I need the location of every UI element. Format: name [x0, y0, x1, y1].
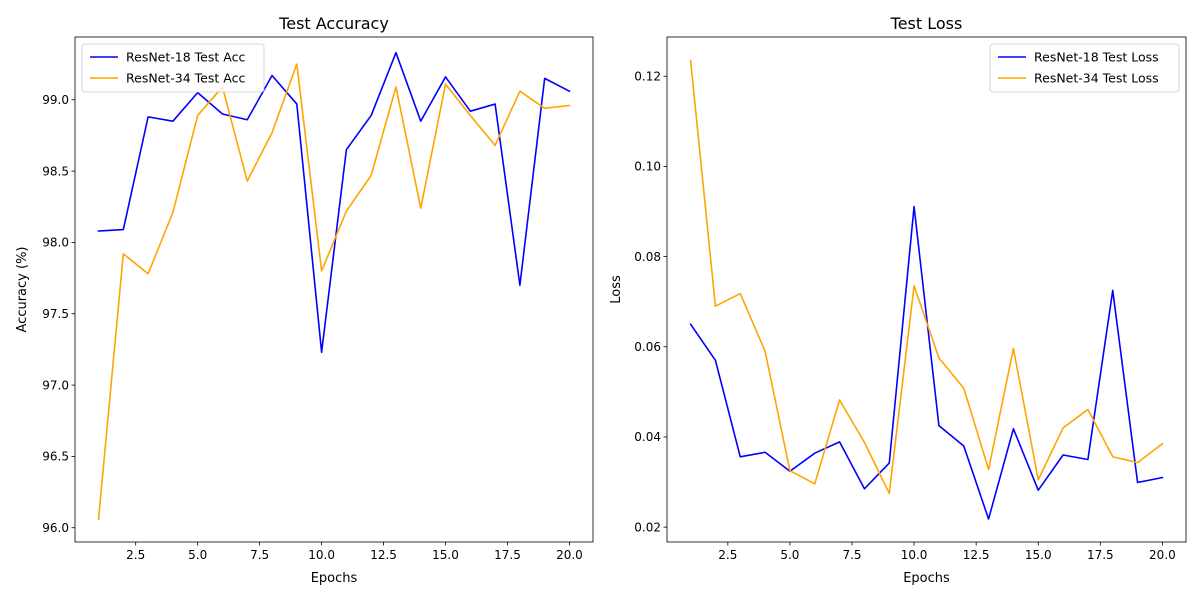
loss-x-tick-label: 12.5: [963, 548, 990, 562]
loss-y-tick-label: 0.10: [634, 160, 661, 174]
accuracy-x-axis-label: Epochs: [311, 571, 358, 586]
accuracy-legend-label-2: ResNet-34 Test Acc: [126, 71, 245, 86]
accuracy-x-tick-label: 10.0: [308, 548, 335, 562]
accuracy-legend: ResNet-18 Test Acc ResNet-34 Test Acc: [81, 43, 265, 93]
accuracy-y-tick-label: 97.0: [42, 378, 69, 392]
accuracy-series-line-2: [97, 63, 571, 521]
accuracy-x-tick-label: 15.0: [432, 548, 459, 562]
loss-x-tick-label: 7.5: [842, 548, 861, 562]
loss-legend-label-2: ResNet-34 Test Loss: [1034, 71, 1159, 86]
loss-x-tick-label: 17.5: [1087, 548, 1114, 562]
accuracy-x-tick-label: 7.5: [250, 548, 269, 562]
loss-y-tick-label: 0.06: [634, 340, 661, 354]
loss-axes-frame: [666, 36, 1187, 543]
loss-chart-title: Test Loss: [890, 14, 963, 33]
loss-x-tick-label: 2.5: [718, 548, 737, 562]
loss-x-tick-label: 5.0: [780, 548, 799, 562]
accuracy-x-tick-label: 5.0: [188, 548, 207, 562]
loss-x-tick-label: 10.0: [901, 548, 928, 562]
loss-legend-box: [989, 43, 1180, 93]
loss-x-tick-label: 15.0: [1025, 548, 1052, 562]
accuracy-legend-box: [81, 43, 265, 93]
accuracy-x-tick-label: 20.0: [556, 548, 583, 562]
loss-plot-area: 2.5 5.0 7.5 10.0 12.5 15.0 17.5 20.0 0.02 0.04 0.0…: [634, 59, 1176, 562]
accuracy-chart-title: Test Accuracy: [278, 14, 389, 33]
accuracy-y-tick-label: 96.5: [42, 450, 69, 464]
loss-series-line-1: [689, 205, 1164, 520]
accuracy-y-tick-label: 99.0: [42, 93, 69, 107]
accuracy-x-tick-label: 2.5: [126, 548, 145, 562]
loss-series-line-2: [689, 59, 1164, 495]
accuracy-y-axis-label: Accuracy (%): [15, 247, 30, 333]
loss-y-tick-label: 0.02: [634, 520, 661, 534]
accuracy-y-tick-label: 98.0: [42, 236, 69, 250]
accuracy-plot-area: 2.5 5.0 7.5 10.0 12.5 15.0 17.5 20.0 96.0 96.5 97.…: [42, 51, 583, 562]
loss-legend: ResNet-18 Test Loss ResNet-34 Test Loss: [989, 43, 1180, 93]
accuracy-series-line-1: [97, 51, 571, 354]
loss-legend-label-1: ResNet-18 Test Loss: [1034, 50, 1159, 65]
loss-y-axis-label: Loss: [609, 275, 624, 304]
loss-y-tick-label: 0.12: [634, 70, 661, 84]
accuracy-axes-frame: [74, 36, 594, 543]
loss-y-tick-label: 0.04: [634, 430, 661, 444]
accuracy-y-tick-label: 97.5: [42, 307, 69, 321]
loss-y-tick-label: 0.08: [634, 250, 661, 264]
accuracy-x-tick-label: 12.5: [370, 548, 397, 562]
accuracy-y-tick-label: 98.5: [42, 164, 69, 178]
accuracy-y-tick-label: 96.0: [42, 521, 69, 535]
accuracy-x-tick-label: 17.5: [494, 548, 521, 562]
loss-x-axis-label: Epochs: [903, 571, 950, 586]
accuracy-legend-label-1: ResNet-18 Test Acc: [126, 50, 245, 65]
right-chart-panel: 2.5 5.0 7.5 10.0 12.5 15.0 17.5 20.0 0.02 0.04 0.0…: [609, 14, 1187, 586]
loss-x-tick-label: 20.0: [1149, 548, 1176, 562]
left-chart-panel: 2.5 5.0 7.5 10.0 12.5 15.0 17.5 20.0 96.0 96.5 97.…: [15, 14, 594, 586]
